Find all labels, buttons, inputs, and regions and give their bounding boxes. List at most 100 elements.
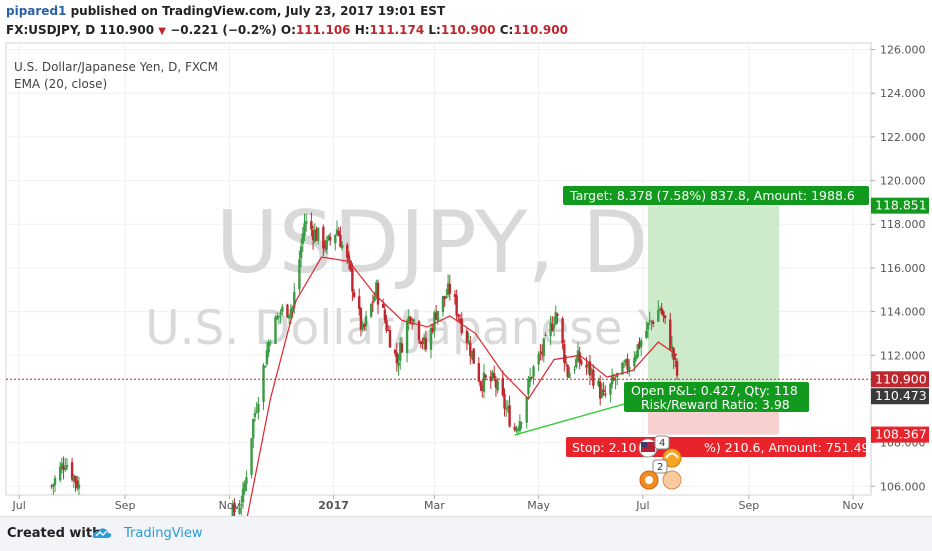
candle (592, 364, 595, 390)
candle (395, 343, 399, 372)
candle (429, 323, 433, 359)
price-chart[interactable]: USDJPY, D U.S. Dollar/Japanese Yen U.S. … (0, 0, 932, 516)
candle (542, 337, 545, 363)
candle (610, 368, 614, 389)
candle (383, 304, 387, 324)
candle (287, 314, 291, 325)
candle (568, 366, 571, 379)
watermark-symbol: USDJPY, D (216, 193, 649, 293)
candle (279, 309, 282, 324)
candle (636, 343, 639, 359)
candle (518, 414, 522, 433)
candle (58, 461, 62, 483)
candle (322, 224, 325, 256)
target-zone[interactable] (648, 205, 779, 389)
pnl-label[interactable]: Open P&L: 0.427, Qty: 118 Risk/Reward Ra… (624, 382, 809, 412)
event-badge-flag-icon[interactable] (638, 438, 658, 458)
time-tick-8: Nov (842, 499, 864, 512)
candle (566, 363, 569, 379)
candle (481, 379, 484, 398)
price-axis[interactable]: 126.000 124.000 122.000 120.000 118.000 116.0… (870, 43, 931, 495)
candle (351, 263, 354, 301)
author-link[interactable]: pipared1 (6, 4, 67, 18)
low-label: L: (428, 23, 441, 37)
event-count-badge[interactable]: 4 (654, 435, 670, 450)
candle (434, 305, 438, 321)
publish-info: published on TradingView.com, July 23, 2… (66, 4, 446, 18)
candle (286, 303, 289, 319)
candle (52, 483, 55, 496)
candle (503, 388, 506, 417)
candle (443, 295, 446, 307)
candle (470, 350, 474, 361)
candle (585, 356, 588, 376)
candle (311, 225, 315, 250)
event-count-badge-2[interactable]: 2 (652, 459, 668, 474)
candle (240, 495, 243, 516)
candle (405, 318, 409, 363)
candle (436, 310, 440, 325)
candle (588, 355, 592, 385)
candle (469, 335, 472, 365)
indicator-legend[interactable]: EMA (20, close) (14, 77, 107, 91)
last-price: 110.900 (99, 23, 155, 37)
open-label: O: (280, 23, 296, 37)
high-value: 111.174 (369, 23, 425, 37)
candle (250, 438, 253, 479)
ema-line[interactable] (245, 256, 678, 516)
candle (525, 396, 528, 429)
svg-text:108.367: 108.367 (875, 427, 927, 442)
candle (388, 325, 392, 348)
candle (327, 234, 330, 241)
candle (245, 470, 248, 492)
candle (600, 383, 604, 399)
candle (501, 370, 504, 398)
candle (598, 375, 602, 406)
candle (515, 426, 518, 434)
candle (590, 367, 593, 381)
candle (264, 365, 267, 368)
tradingview-link[interactable]: TradingView (124, 526, 203, 541)
earnings-badge-icon[interactable] (639, 470, 682, 490)
candle (257, 396, 260, 420)
candle (580, 358, 583, 367)
candle (640, 337, 643, 357)
candle (76, 475, 79, 491)
candle (267, 339, 270, 358)
svg-text:4: 4 (659, 438, 665, 449)
candle (638, 337, 641, 350)
candle (587, 362, 590, 374)
candle (358, 288, 361, 316)
publish-line: pipared1 published on TradingView.com, J… (6, 4, 445, 18)
open-value: 111.106 (295, 23, 351, 37)
candle (303, 213, 306, 242)
candle (262, 362, 265, 411)
candle (421, 337, 424, 350)
candle (651, 319, 655, 328)
candle (317, 227, 320, 245)
candle (446, 274, 450, 298)
candle (385, 314, 388, 333)
stop-text-left: Stop: 2.10 (572, 440, 636, 455)
candle (299, 238, 303, 268)
time-tick-7: Sep (739, 499, 760, 512)
down-triangle-icon: ▼ (158, 26, 166, 37)
time-tick-3: 2017 (318, 499, 349, 512)
dividend-badge-icon[interactable] (662, 448, 682, 468)
footer-bar: Created with TradingView (0, 516, 932, 551)
candle (243, 480, 246, 495)
target-label[interactable]: Target: 8.378 (7.58%) 837.8, Amount: 198… (563, 186, 869, 205)
candle (323, 240, 327, 252)
candle (484, 373, 487, 381)
candle (648, 311, 651, 325)
time-tick-6: Jul (635, 499, 649, 512)
candle (479, 380, 482, 392)
candle (361, 321, 364, 333)
candle (387, 325, 390, 331)
time-axis[interactable]: Jul Sep Nov 2017 Mar May Jul Sep Nov (11, 495, 864, 512)
symbol-title: U.S. Dollar/Japanese Yen, D, FXCM (14, 60, 218, 74)
candle (72, 474, 76, 489)
stop-label[interactable]: Stop: 2.10 %) 210.6, Amount: 751.49 (566, 437, 870, 457)
tradingview-cloud-icon[interactable] (92, 526, 112, 540)
price-tick-6: 114.000 (880, 306, 926, 319)
